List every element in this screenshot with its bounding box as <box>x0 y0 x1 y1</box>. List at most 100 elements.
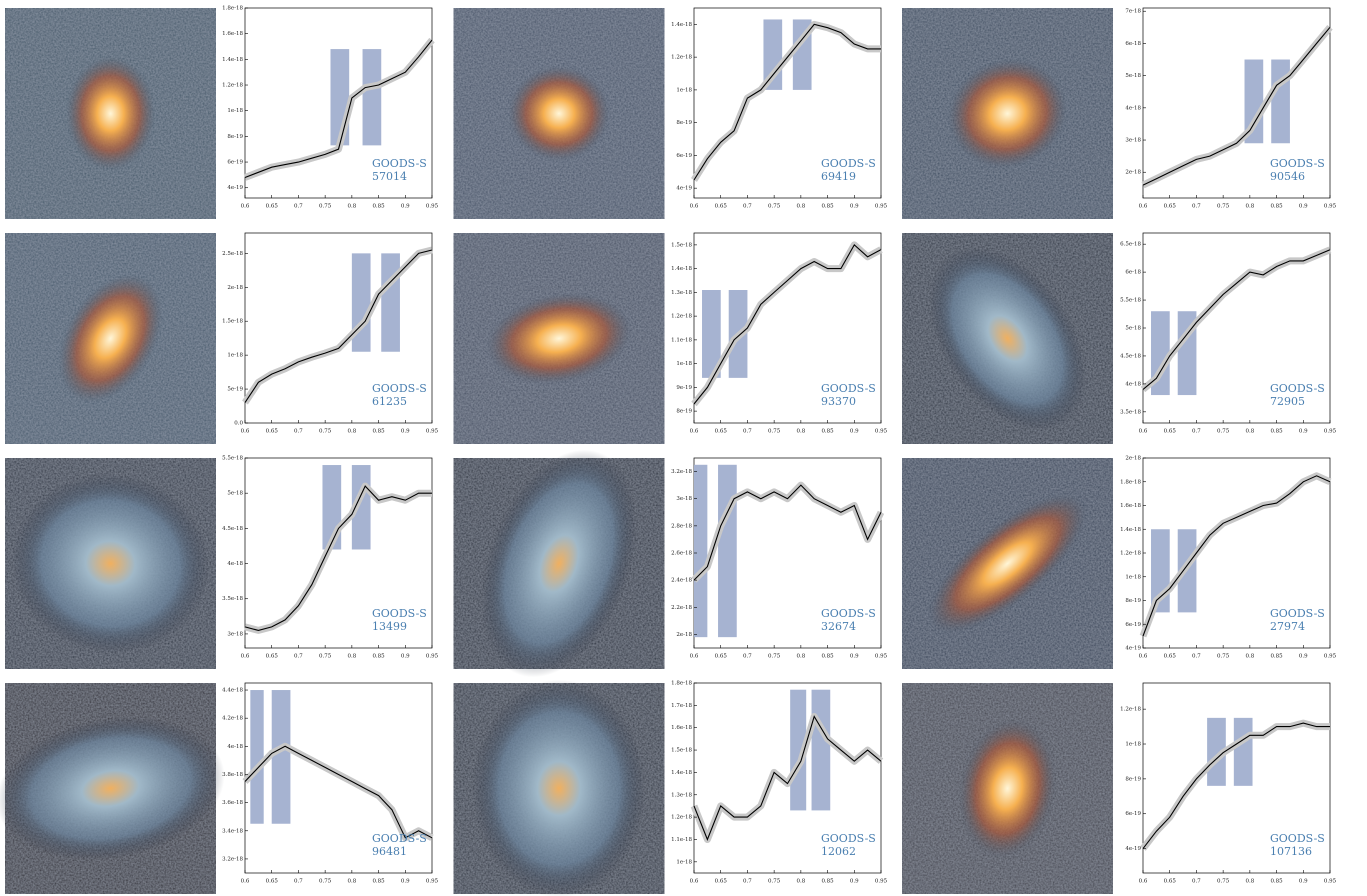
y-tick-label: 4.5e-18 <box>222 526 243 532</box>
x-tick-label: 0.6 <box>241 654 250 660</box>
y-tick-label: 2.2e-18 <box>671 605 692 611</box>
galaxy <box>947 58 1068 169</box>
x-tick-label: 0.7 <box>743 204 752 210</box>
galaxy <box>486 292 632 385</box>
spectrum-line <box>1142 475 1331 637</box>
y-tick-label: 6e-18 <box>1125 270 1141 276</box>
x-tick-label: 0.9 <box>1299 429 1308 435</box>
y-tick-label: 8e-19 <box>1125 776 1141 782</box>
y-tick-label: 4e-19 <box>676 186 692 192</box>
y-tick-label: 4e-18 <box>1125 105 1141 111</box>
x-tick-label: 0.85 <box>821 654 834 660</box>
y-tick-label: 6e-19 <box>676 153 692 159</box>
galaxy-image <box>453 449 665 678</box>
x-tick-label: 0.6 <box>1139 204 1148 210</box>
galaxy <box>928 246 1087 431</box>
x-tick-label: 0.75 <box>319 654 332 660</box>
object-id: 107136 <box>1270 845 1312 858</box>
field-label: GOODS-S <box>1270 832 1325 845</box>
x-tick-label: 0.75 <box>768 429 781 435</box>
x-tick-label: 0.6 <box>1139 429 1148 435</box>
x-tick-label: 0.7 <box>294 429 303 435</box>
y-tick-label: 1e-18 <box>676 859 692 865</box>
x-tick-label: 0.8 <box>796 879 805 885</box>
galaxy <box>11 473 210 654</box>
y-tick-label: 5.5e-18 <box>222 456 243 462</box>
x-tick-label: 0.6 <box>690 204 699 210</box>
y-tick-label: 3e-18 <box>676 496 692 502</box>
x-tick-label: 0.75 <box>768 204 781 210</box>
galaxy-image <box>5 233 216 444</box>
x-tick-label: 0.95 <box>426 654 439 660</box>
x-tick-label: 0.95 <box>1324 429 1337 435</box>
x-tick-label: 0.95 <box>426 429 439 435</box>
x-tick-label: 0.95 <box>1324 654 1337 660</box>
y-tick-label: 2e-18 <box>1125 456 1141 462</box>
y-tick-label: 1.6e-18 <box>671 725 692 731</box>
y-tick-label: 1.3e-18 <box>671 792 692 798</box>
field-label: GOODS-S <box>1270 382 1325 395</box>
spectrum-line <box>1142 722 1330 849</box>
x-tick-label: 0.8 <box>347 429 356 435</box>
x-tick-label: 0.85 <box>372 654 385 660</box>
x-tick-label: 0.95 <box>875 429 888 435</box>
field-label: GOODS-S <box>821 607 876 620</box>
y-tick-label: 4e-19 <box>227 185 243 191</box>
y-tick-label: 3.5e-18 <box>222 596 243 602</box>
feature-band <box>250 690 264 824</box>
x-tick-label: 0.65 <box>1164 879 1177 885</box>
x-tick-label: 0.65 <box>1164 204 1177 210</box>
x-tick-label: 0.75 <box>319 429 332 435</box>
feature-band <box>1233 717 1253 786</box>
y-tick-label: 5.5e-18 <box>1120 298 1141 304</box>
y-tick-label: 4e-18 <box>1125 381 1141 387</box>
feature-band <box>790 689 807 811</box>
y-tick-label: 1e-18 <box>227 108 243 114</box>
y-tick-label: 2.4e-18 <box>671 578 692 584</box>
y-tick-label: 4.5e-18 <box>1120 353 1141 359</box>
x-tick-label: 0.8 <box>347 879 356 885</box>
x-tick-label: 0.6 <box>241 429 250 435</box>
y-tick-label: 5e-18 <box>1125 326 1141 332</box>
x-tick-label: 0.9 <box>1299 879 1308 885</box>
y-tick-label: 3.8e-18 <box>222 772 243 778</box>
y-tick-label: 4e-19 <box>1125 846 1141 852</box>
y-tick-label: 1e-18 <box>1125 574 1141 580</box>
y-tick-label: 9e-19 <box>676 385 692 391</box>
field-label: GOODS-S <box>821 382 876 395</box>
object-id: 57014 <box>372 170 407 183</box>
y-tick-label: 6e-19 <box>1125 811 1141 817</box>
y-tick-label: 6.5e-18 <box>1120 242 1141 248</box>
object-id: 32674 <box>821 620 856 633</box>
x-tick-label: 0.95 <box>426 204 439 210</box>
feature-band <box>1207 717 1226 786</box>
x-tick-label: 0.6 <box>690 654 699 660</box>
y-tick-label: 3.2e-18 <box>222 856 243 862</box>
x-tick-label: 0.8 <box>796 654 805 660</box>
y-tick-label: 5e-19 <box>227 387 243 393</box>
y-tick-label: 1.8e-18 <box>222 6 243 12</box>
y-tick-label: 1.5e-18 <box>671 748 692 754</box>
galaxy-image <box>453 8 665 219</box>
y-tick-label: 1.2e-18 <box>671 55 692 61</box>
object-id: 72905 <box>1270 395 1305 408</box>
x-tick-label: 0.7 <box>1192 654 1201 660</box>
feature-band <box>1271 59 1290 144</box>
x-tick-label: 0.7 <box>1192 879 1201 885</box>
galaxy <box>927 493 1088 634</box>
galaxy-image <box>902 8 1113 219</box>
galaxy-image <box>5 8 216 219</box>
x-tick-label: 0.7 <box>1192 429 1201 435</box>
y-tick-label: 5e-18 <box>227 491 243 497</box>
field-label: GOODS-S <box>821 832 876 845</box>
x-tick-label: 0.65 <box>266 429 279 435</box>
spectrum-line <box>244 485 432 631</box>
y-tick-label: 2e-18 <box>1125 170 1141 176</box>
spectrum-line <box>693 244 882 405</box>
x-tick-label: 0.85 <box>1270 879 1283 885</box>
field-label: GOODS-S <box>1270 157 1325 170</box>
y-tick-label: 1.1e-18 <box>671 837 692 843</box>
y-tick-label: 1.6e-18 <box>1120 503 1141 509</box>
y-tick-label: 1.4e-18 <box>1120 527 1141 533</box>
field-label: GOODS-S <box>821 157 876 170</box>
